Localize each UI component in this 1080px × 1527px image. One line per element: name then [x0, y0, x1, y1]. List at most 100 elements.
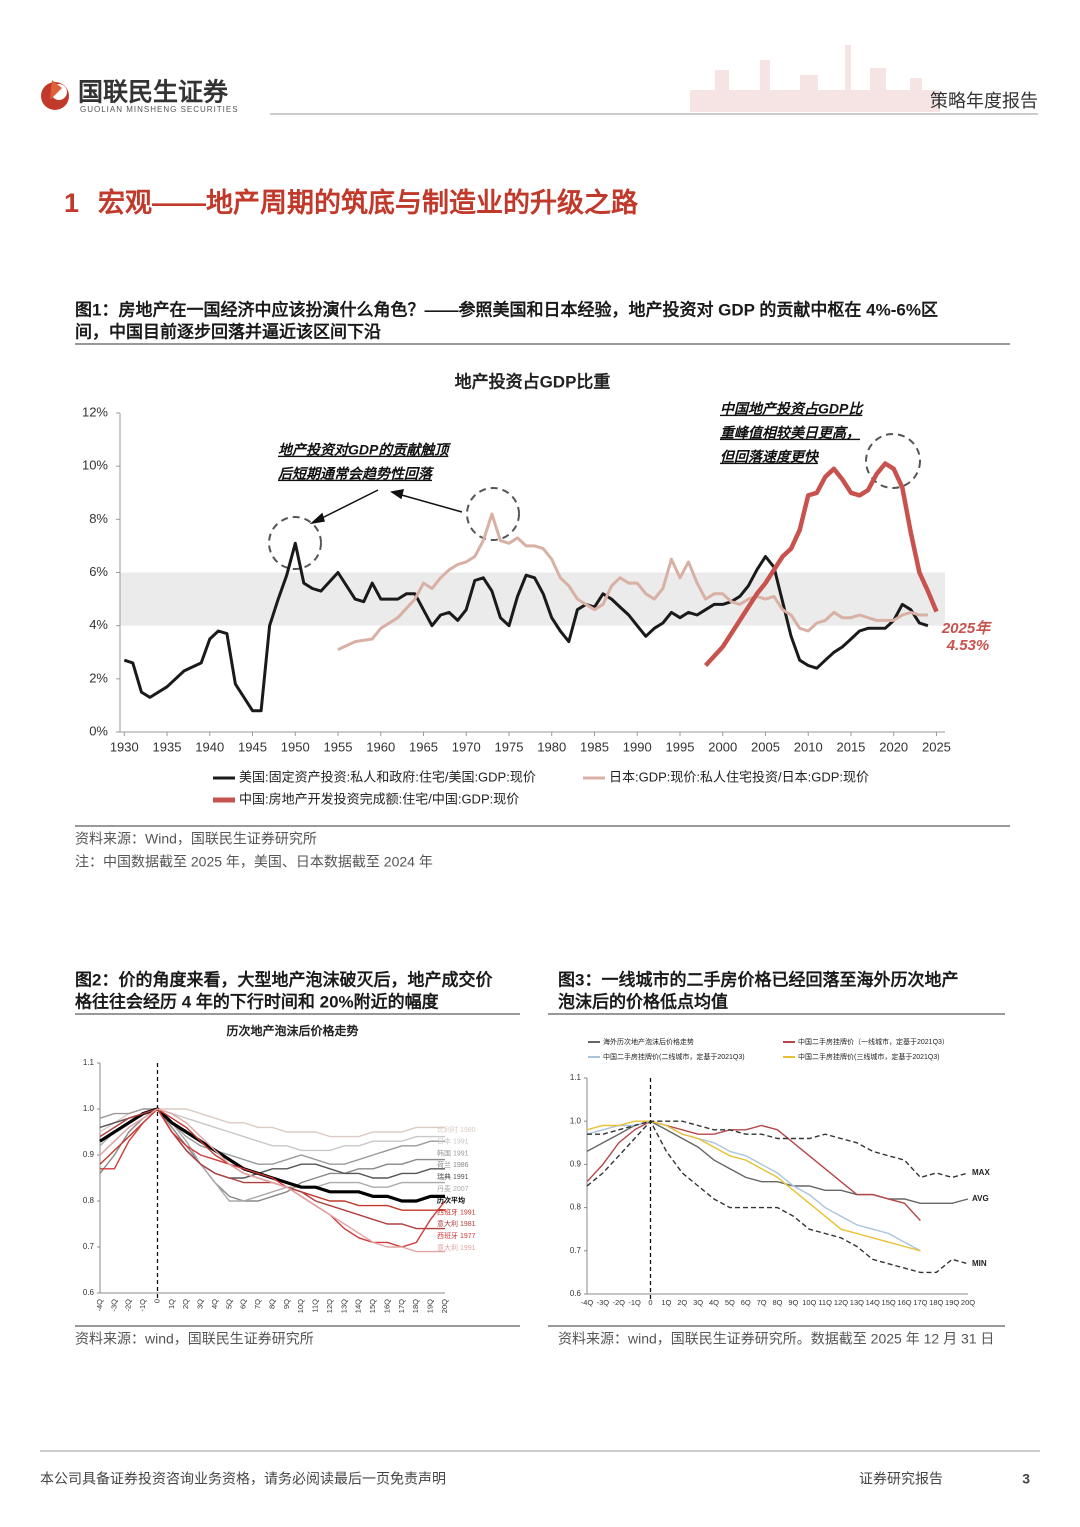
legend-label: 美国:固定资产投资:私人和政府:住宅/美国:GDP:现价: [239, 769, 536, 784]
x-tick-label: 2000: [708, 739, 737, 754]
report-type: 策略年度报告: [930, 91, 1038, 111]
x-tick-label: 6Q: [741, 1298, 751, 1307]
x-tick-label: -1Q: [138, 1299, 147, 1312]
x-tick-label: 1980: [537, 739, 566, 754]
source: 资料来源：wind，国联民生证券研究所: [75, 1331, 314, 1347]
x-tick-label: 1935: [153, 739, 182, 754]
brand-en: GUOLIAN MINSHENG SECURITIES: [80, 105, 239, 114]
y-tick-label: 0%: [89, 723, 108, 738]
x-tick-label: 2010: [794, 739, 823, 754]
reference-band: [120, 572, 945, 626]
x-tick-label: 1965: [409, 739, 438, 754]
x-tick-label: 8Q: [267, 1299, 276, 1309]
x-tick-label: -4Q: [95, 1299, 104, 1312]
y-tick-label: 1.0: [570, 1116, 582, 1125]
x-tick-label: 15Q: [368, 1299, 377, 1313]
x-tick-label: 11Q: [311, 1299, 320, 1313]
chart-title: 地产投资占GDP比重: [455, 371, 611, 391]
x-tick-label: 2025: [922, 739, 951, 754]
x-tick-label: 20Q: [961, 1298, 975, 1307]
page-number: 3: [1022, 1471, 1030, 1487]
y-tick-label: 10%: [82, 458, 108, 473]
x-tick-label: 14Q: [354, 1299, 363, 1313]
x-tick-label: 14Q: [866, 1298, 880, 1307]
x-tick-label: 4Q: [709, 1298, 719, 1307]
series-line: [99, 1108, 445, 1179]
x-tick-label: 1945: [238, 739, 267, 754]
x-tick-label: -3Q: [597, 1298, 610, 1307]
x-tick-label: 2015: [836, 739, 865, 754]
skyline: [690, 45, 940, 112]
y-tick-label: 1.1: [570, 1073, 582, 1082]
legend-label: 中国二手房挂牌价(二线城市，定基于2021Q3): [603, 1052, 745, 1061]
y-tick-label: 4%: [89, 617, 108, 632]
series-line: [99, 1108, 445, 1202]
x-tick-label: 9Q: [282, 1299, 291, 1309]
series-line: [703, 461, 939, 668]
legend-label: 海外历次地产泡沫后价格走势: [603, 1037, 694, 1046]
line-end-label: MAX: [972, 1168, 990, 1177]
y-tick-label: 1.1: [83, 1058, 95, 1067]
x-tick-label: 17Q: [913, 1298, 927, 1307]
x-tick-label: 5Q: [224, 1299, 233, 1309]
y-tick-label: 0.6: [83, 1288, 95, 1297]
series-line: [99, 1108, 445, 1165]
legend-label: 日本:GDP:现价:私人住宅投资/日本:GDP:现价: [609, 769, 869, 784]
y-tick-label: 2%: [89, 670, 108, 685]
x-tick-label: 5Q: [725, 1298, 735, 1307]
series-label: 西班牙 1991: [437, 1207, 476, 1216]
legend-label: 中国二手房挂牌价(三线城市，定基于2021Q3): [798, 1052, 940, 1061]
x-tick-label: 8Q: [772, 1298, 782, 1307]
series-label: 意大利 1981: [437, 1219, 476, 1228]
y-tick-label: 0.9: [83, 1150, 95, 1159]
series-line: [337, 512, 928, 651]
disclaimer: 本公司具备证券投资咨询业务资格，请务必阅读最后一页免责声明: [40, 1471, 446, 1487]
x-tick-label: 13Q: [339, 1299, 348, 1313]
annotation: 中国地产投资占GDP比: [720, 401, 864, 417]
y-tick-label: 8%: [89, 511, 108, 526]
y-tick-label: 12%: [82, 404, 108, 419]
y-tick-label: 1.0: [83, 1104, 95, 1113]
series-line: [586, 1120, 969, 1204]
series-line: [99, 1108, 445, 1211]
series-label: 日本 1991: [437, 1137, 469, 1146]
section-title: 宏观——地产周期的筑底与制造业的升级之路: [98, 187, 639, 218]
series-line: [586, 1120, 921, 1252]
x-tick-label: 1940: [195, 739, 224, 754]
x-tick-label: 17Q: [397, 1299, 406, 1313]
line-end-label: MIN: [972, 1259, 987, 1268]
figure-caption: 图3：一线城市的二手房价格已经回落至海外历次地产: [558, 969, 958, 989]
x-tick-label: 2005: [751, 739, 780, 754]
x-tick-label: -4Q: [581, 1298, 594, 1307]
y-tick-label: 0.6: [570, 1289, 582, 1298]
x-tick-label: 3Q: [693, 1298, 703, 1307]
series-line: [586, 1120, 921, 1222]
annotation: 重峰值相较美日更高，: [720, 425, 860, 441]
series-label: 西班牙 1977: [437, 1231, 476, 1240]
source: 资料来源：Wind，国联民生证券研究所: [75, 831, 317, 847]
x-tick-label: -2Q: [612, 1298, 625, 1307]
y-tick-label: 0.9: [570, 1160, 582, 1169]
figure-caption: 格往往会经历 4 年的下行时间和 20%附近的幅度: [75, 991, 440, 1011]
x-tick-label: 1Q: [167, 1299, 176, 1309]
y-tick-label: 0.7: [83, 1242, 95, 1251]
x-tick-label: 12Q: [325, 1299, 334, 1313]
x-tick-label: 10Q: [296, 1299, 305, 1313]
end-label-year: 2025年: [941, 619, 992, 637]
source: 资料来源：wind，国联民生证券研究所。数据截至 2025 年 12 月 31 …: [558, 1331, 994, 1347]
x-tick-label: 4Q: [210, 1299, 219, 1309]
end-label-value: 4.53%: [946, 637, 990, 654]
series-label: 丹麦 2007: [437, 1184, 469, 1193]
section-number: 1: [64, 188, 79, 218]
series-line: [586, 1119, 969, 1274]
x-tick-label: 11Q: [818, 1298, 832, 1307]
x-tick-label: 19Q: [945, 1298, 959, 1307]
series-line: [99, 1107, 445, 1203]
figure-caption: 间，中国目前逐步回落并逼近该区间下沿: [75, 321, 381, 341]
doc-type: 证券研究报告: [859, 1471, 943, 1487]
annotation: 后短期通常会趋势性回落: [277, 466, 435, 482]
x-tick-label: 0: [152, 1299, 161, 1303]
x-tick-label: -2Q: [124, 1299, 133, 1312]
series-line: [586, 1120, 921, 1252]
